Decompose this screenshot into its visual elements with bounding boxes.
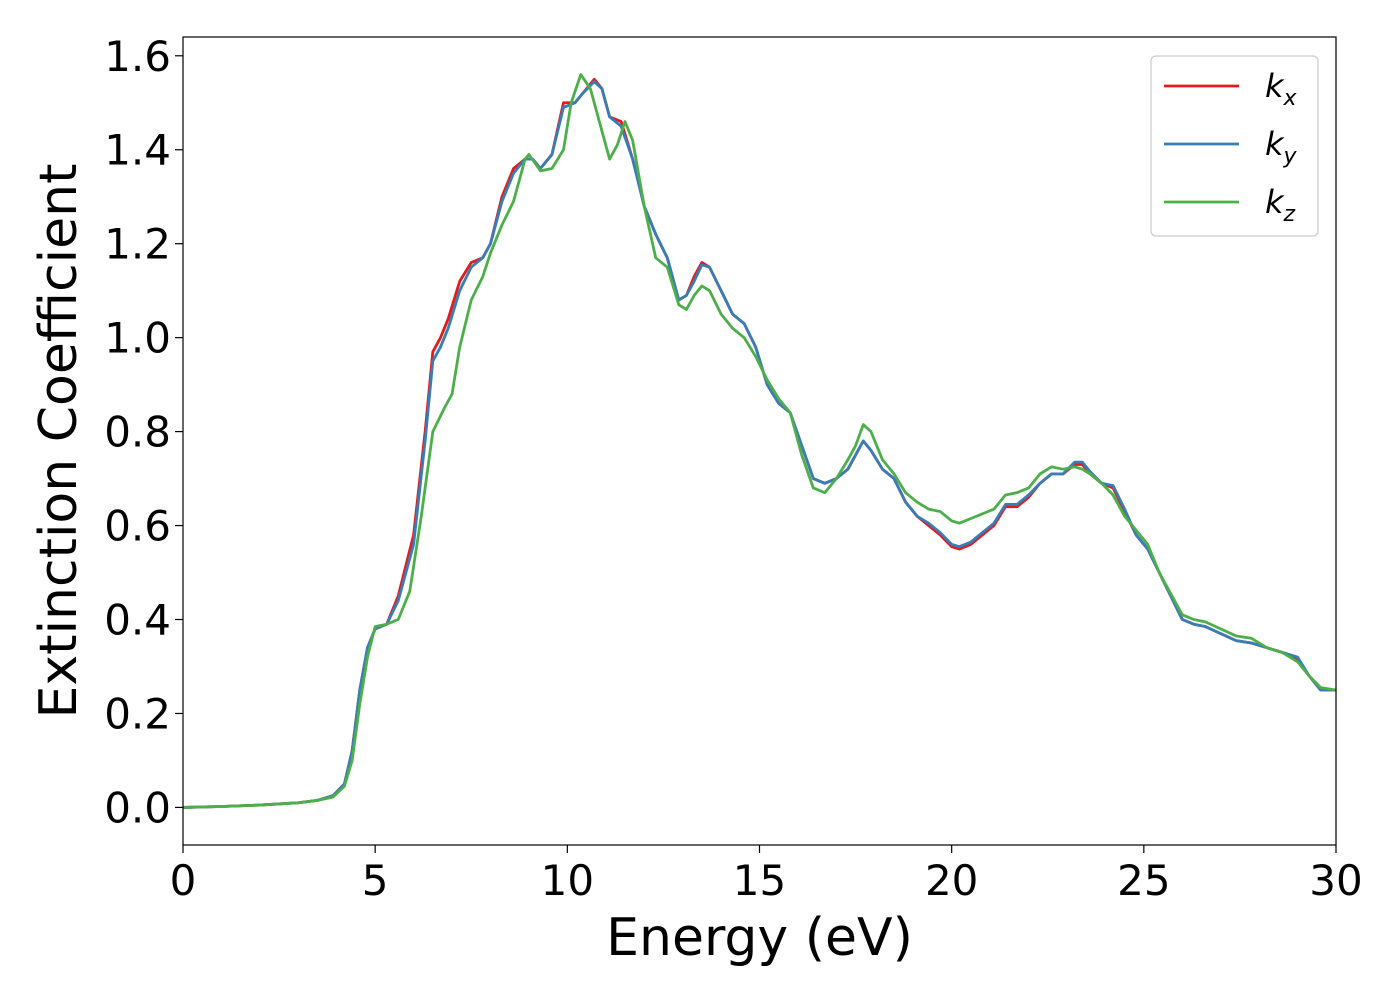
x-tick-label: 25 xyxy=(1117,856,1170,905)
x-tick-label: 30 xyxy=(1309,856,1362,905)
series-line-z xyxy=(183,73,1336,809)
x-axis-ticks: 0 5 10 15 20 25 30 xyxy=(170,845,1363,905)
x-tick-label: 5 xyxy=(362,856,389,905)
y-tick-label: 0.6 xyxy=(104,502,171,551)
legend: kx ky kz xyxy=(1150,55,1319,237)
x-tick-label: 20 xyxy=(925,856,978,905)
x-tick-label: 0 xyxy=(170,856,197,905)
x-tick-label: 10 xyxy=(541,856,594,905)
legend-box xyxy=(1150,55,1319,237)
series-layer xyxy=(183,73,1336,809)
legend-label-x: kx xyxy=(1265,67,1298,111)
y-tick-label: 1.6 xyxy=(104,32,171,81)
x-tick-label: 15 xyxy=(733,856,786,905)
y-tick-label: 0.8 xyxy=(104,408,171,457)
y-tick-label: 0.0 xyxy=(104,783,171,832)
y-tick-label: 1.4 xyxy=(104,126,171,175)
legend-label-y: ky xyxy=(1265,125,1298,169)
y-tick-label: 1.2 xyxy=(104,220,171,269)
y-tick-label: 1.0 xyxy=(104,314,171,363)
y-axis-ticks: 0.0 0.2 0.4 0.6 0.8 1.0 1.2 1.4 1.6 xyxy=(104,32,183,832)
series-line-y xyxy=(183,80,1336,809)
y-axis-label: Extinction Coefficient xyxy=(29,164,89,719)
y-tick-label: 0.4 xyxy=(104,596,171,645)
y-tick-label: 0.2 xyxy=(104,689,171,738)
x-axis-label: Energy (eV) xyxy=(606,908,913,968)
legend-label-z: kz xyxy=(1265,183,1296,227)
